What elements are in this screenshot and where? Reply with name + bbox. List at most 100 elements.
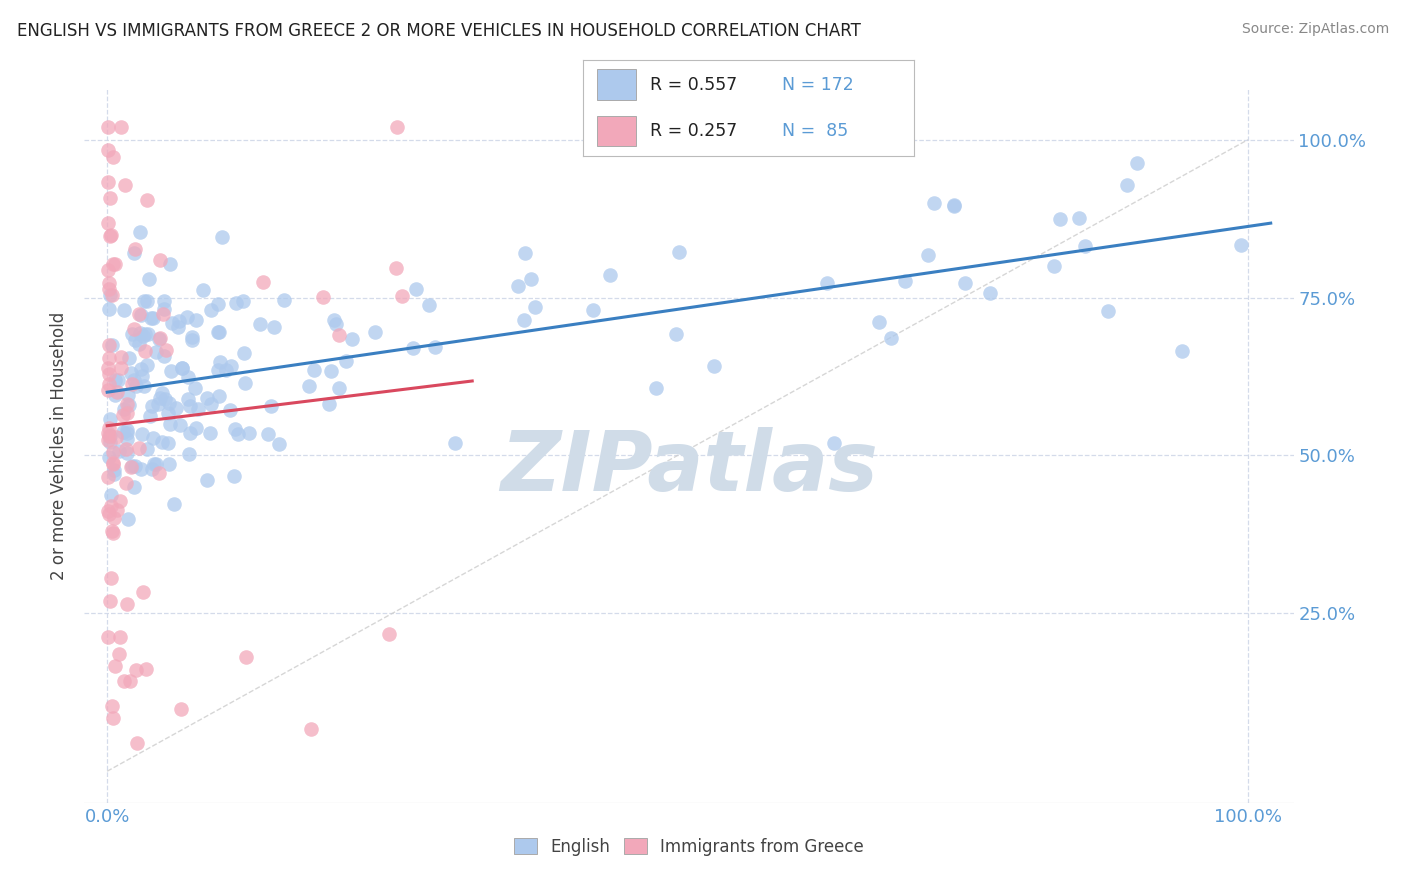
Point [125,379,148,393]
Point [132,379,155,393]
Point [1229,238,1251,252]
Point [108,493,131,508]
Point [187,402,209,417]
Point [128,337,150,351]
Point [149,331,172,345]
Point [157,406,180,420]
Point [122,373,145,387]
Text: R = 0.257: R = 0.257 [650,122,737,140]
Point [152,302,174,317]
Point [107,444,129,458]
Point [581,302,603,317]
Point [125,663,148,677]
Point [97,507,120,521]
Point [112,425,135,439]
Point [107,373,129,387]
Point [167,320,190,334]
Point [105,384,128,399]
Point [880,331,903,345]
Point [823,436,845,450]
Point [180,333,202,347]
Point [142,311,165,326]
Point [118,351,141,365]
Point [107,647,129,661]
Point [364,325,387,339]
Point [167,314,190,328]
Point [97,120,120,134]
Point [132,328,155,343]
Point [198,425,221,440]
Point [200,397,222,411]
Point [153,349,176,363]
Point [124,333,146,347]
Point [815,276,838,290]
Point [225,295,247,310]
Point [169,702,191,716]
Point [943,197,966,211]
Point [101,257,124,271]
Point [105,502,128,516]
Point [1043,259,1066,273]
Point [101,710,124,724]
Point [97,351,120,366]
Point [298,379,321,393]
Point [129,462,152,476]
FancyBboxPatch shape [596,70,637,100]
Point [207,325,229,339]
Point [318,397,340,411]
Point [122,246,145,260]
Text: Source: ZipAtlas.com: Source: ZipAtlas.com [1241,22,1389,37]
Text: R = 0.557: R = 0.557 [650,76,737,94]
Point [131,368,153,383]
Point [110,631,132,645]
Point [97,433,120,447]
Point [391,289,413,303]
Point [1125,156,1147,170]
Point [165,401,187,416]
Point [135,662,157,676]
Point [98,229,121,244]
Point [162,316,184,330]
Point [100,228,122,243]
Point [157,396,180,410]
Point [101,524,124,539]
Point [179,425,201,440]
Point [177,392,200,406]
Point [97,277,120,291]
Point [169,418,191,433]
Point [179,447,201,461]
Point [97,426,120,441]
Point [159,417,181,432]
Point [142,431,165,445]
Point [100,499,122,513]
Point [146,397,169,411]
Point [141,400,163,414]
Point [519,272,541,286]
Point [124,242,146,256]
Point [226,426,249,441]
Point [402,341,425,355]
Point [131,426,153,441]
Point [249,317,271,331]
Point [117,511,139,525]
Point [1097,303,1119,318]
Point [1074,239,1097,253]
Point [665,327,688,342]
Point [104,258,127,272]
Point [97,383,120,397]
Point [515,246,537,260]
Point [233,376,256,390]
Point [138,271,160,285]
Point [128,441,150,455]
Point [418,298,440,312]
Point [129,326,152,340]
Point [894,274,917,288]
Point [139,409,162,423]
Point [645,381,668,395]
Point [150,434,173,449]
Point [110,120,132,134]
Point [207,363,229,377]
Point [299,722,322,736]
Point [232,293,254,308]
Point [112,401,135,416]
